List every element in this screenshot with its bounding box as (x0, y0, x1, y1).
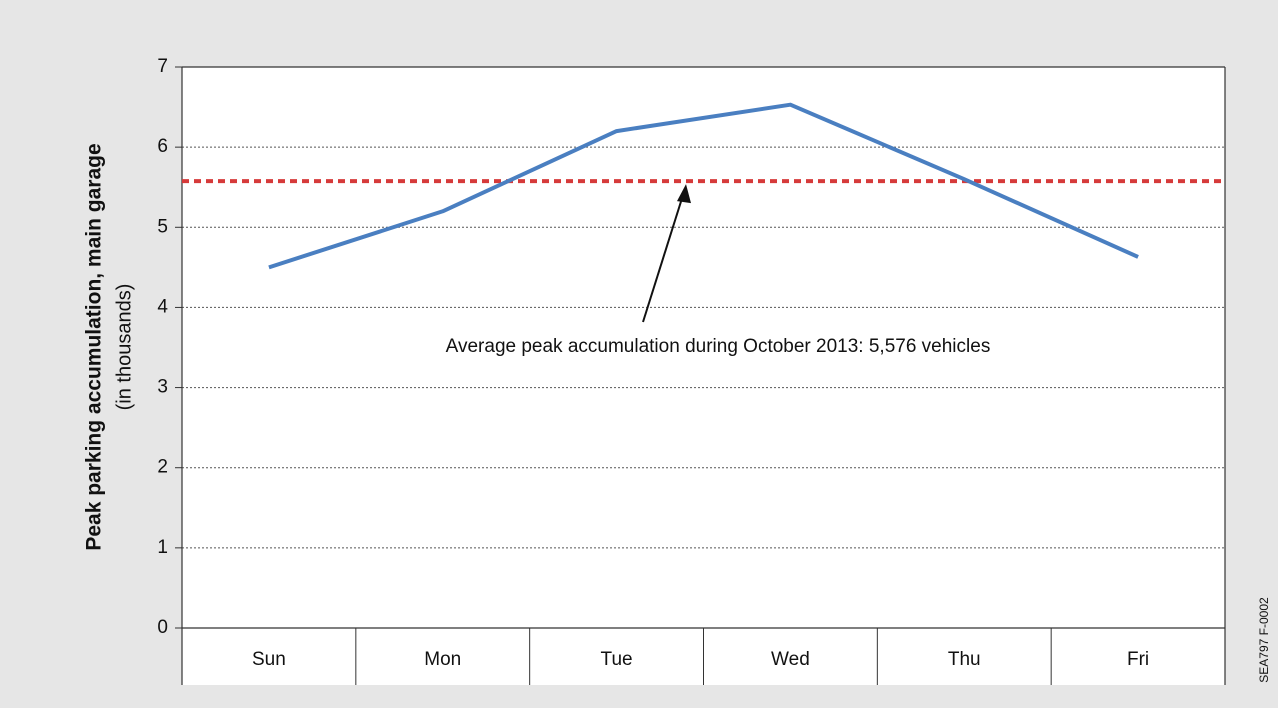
data-line (268, 102, 1139, 270)
y-tick-label: 2 (157, 457, 168, 478)
arrow-shaft (642, 194, 684, 323)
x-tick-label: Tue (601, 649, 633, 670)
x-tick-label: Sun (252, 649, 286, 670)
x-tick-label: Mon (424, 649, 461, 670)
y-tick-label: 7 (157, 56, 168, 77)
annotation: Average peak accumulation during October… (446, 336, 991, 357)
y-tick-label: 0 (157, 617, 168, 638)
x-tick-label: Fri (1127, 649, 1149, 670)
x-tick-label: Thu (948, 649, 981, 670)
arrow-head (677, 184, 691, 204)
y-tick-label: 5 (157, 216, 168, 237)
y-tick-label: 4 (157, 296, 168, 317)
plot-area (182, 67, 1225, 685)
y-axis-sublabel: (in thousands) (113, 284, 135, 411)
y-tick-label: 1 (157, 537, 168, 558)
y-axis-label: Peak parking accumulation, main garage (83, 143, 106, 550)
y-tick-label: 3 (157, 377, 168, 398)
x-tick-label: Wed (771, 649, 810, 670)
y-tick-label: 6 (157, 136, 168, 157)
credit: SEA797 F-0002 (1257, 597, 1271, 683)
